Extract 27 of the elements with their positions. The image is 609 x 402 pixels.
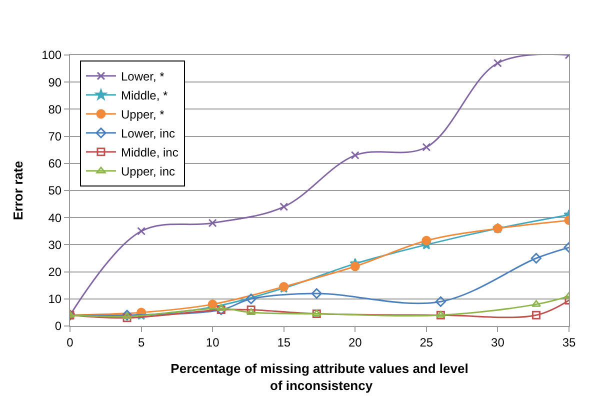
x-tick-label: 25 (420, 335, 434, 350)
y-tick-label: 30 (48, 238, 62, 252)
y-axis-title: Error rate (10, 160, 26, 220)
legend-label: Lower, * (120, 70, 165, 84)
legend-label: Upper, * (120, 108, 165, 122)
y-tick-label: 100 (42, 48, 62, 62)
x-tick-label: 5 (138, 335, 145, 350)
y-tick-label: 90 (48, 75, 62, 90)
legend-label: Lower, inc (120, 126, 176, 141)
y-tick-label: 40 (48, 210, 62, 225)
y-tick-label: 10 (48, 292, 62, 306)
x-axis-title: Percentage of missing attribute values and level of inconsistency (170, 361, 468, 393)
x-tick-label: 30 (491, 335, 505, 350)
y-tick-label: 70 (48, 130, 62, 144)
x-tick-label: 20 (348, 335, 362, 350)
y-tick-label: 20 (48, 265, 62, 279)
legend-label: Middle, * (120, 88, 168, 103)
legend-label: Middle, inc (120, 146, 178, 160)
y-tick-label: 60 (48, 156, 62, 171)
x-tick-label: 10 (206, 335, 220, 350)
x-tick-label: 15 (277, 335, 291, 350)
y-tick-label: 0 (54, 319, 62, 334)
x-tick-label: 35 (562, 335, 576, 350)
y-tick-label: 50 (48, 184, 62, 198)
y-tick-label: 80 (48, 102, 62, 116)
x-tick-label: 0 (66, 335, 74, 350)
legend-label: Upper, inc (120, 164, 176, 179)
